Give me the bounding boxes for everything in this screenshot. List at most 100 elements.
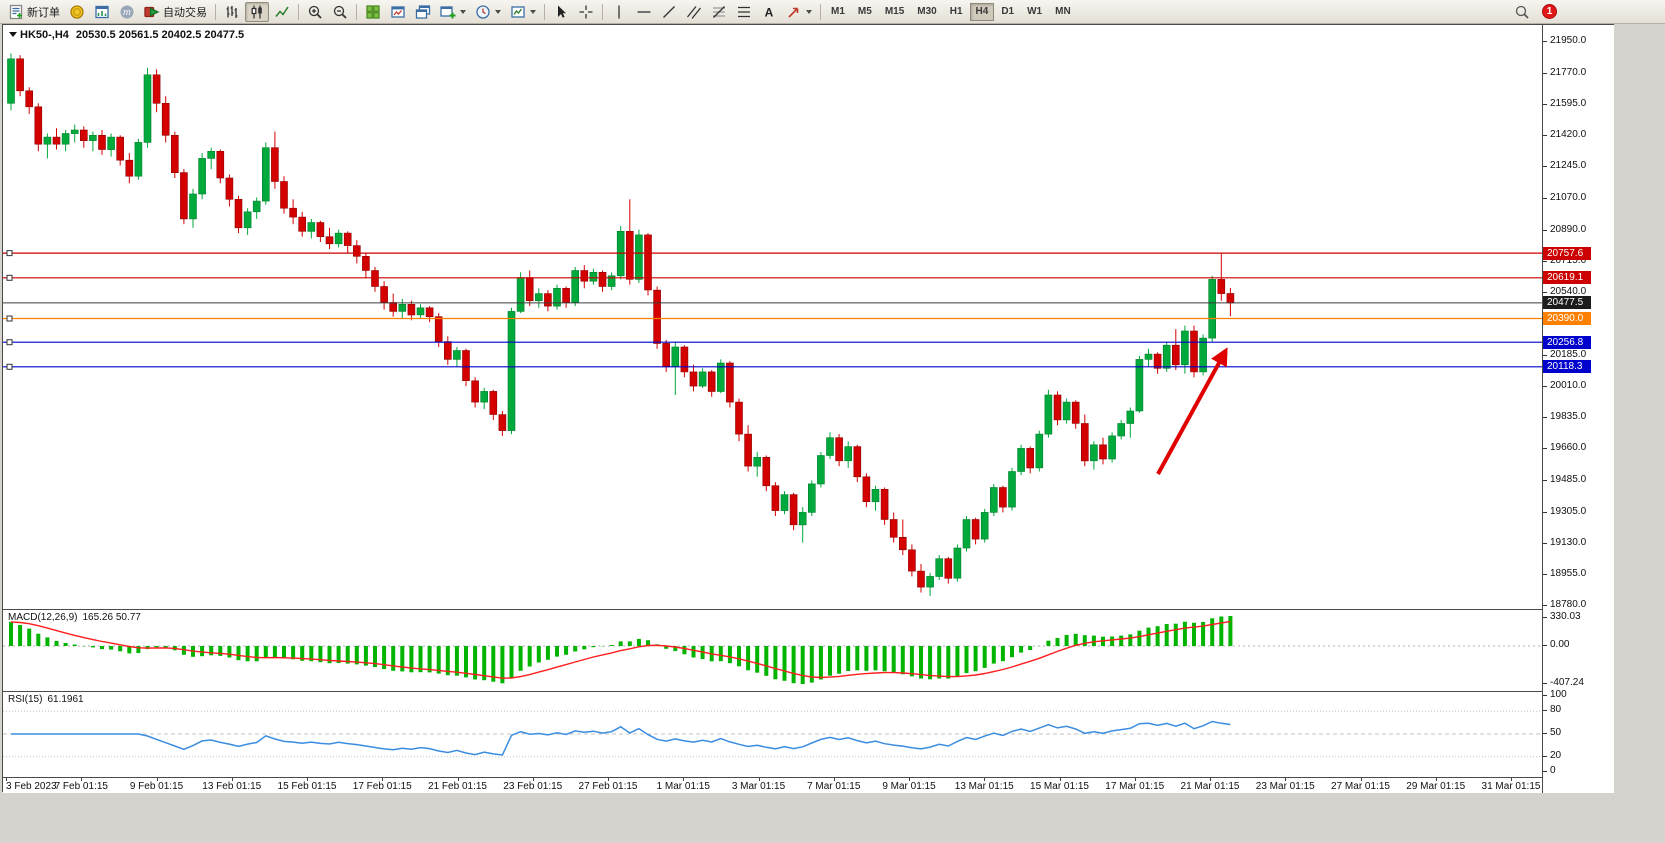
toolbar-buttons: 新订单 m 自动交易 A M1 M5 M15 M30 H1 H4 D1 W1 MN <box>4 1 1077 22</box>
toolbar-separator <box>820 3 821 20</box>
price-tick: 21245.0 <box>1542 160 1587 172</box>
timeframe-M1[interactable]: M1 <box>831 6 845 17</box>
main-chart-panel <box>3 25 1542 609</box>
timeframe-MN[interactable]: MN <box>1055 6 1071 17</box>
macd-canvas[interactable] <box>3 610 1542 692</box>
rsi-axis-tick: 100 <box>1543 689 1567 700</box>
symbol-dropdown-marker[interactable] <box>9 32 17 37</box>
toolbar-separator <box>356 3 357 20</box>
new-order-button[interactable]: 新订单 <box>4 2 64 22</box>
time-tick <box>81 778 83 781</box>
time-label: 15 Feb 01:15 <box>277 781 337 792</box>
bar-chart-button[interactable] <box>220 2 244 22</box>
template-icon <box>511 5 525 18</box>
cursor-button[interactable] <box>549 2 573 22</box>
macd-axis-tick: -407.24 <box>1543 677 1584 688</box>
line-handle[interactable] <box>6 339 13 346</box>
timeframe-M5[interactable]: M5 <box>857 6 872 17</box>
time-label: 31 Mar 01:15 <box>1481 781 1541 792</box>
line-chart-icon <box>275 6 289 17</box>
price-axis[interactable]: 21950.0 21770.0 21595.0 21420.0 21245.0 21070… <box>1542 25 1614 793</box>
templates-button[interactable] <box>506 2 540 22</box>
time-label: 13 Mar 01:15 <box>954 781 1014 792</box>
cascade-windows-button[interactable] <box>411 2 435 22</box>
line-handle[interactable] <box>6 274 13 281</box>
crosshair-button[interactable] <box>574 2 598 22</box>
metaquotes-button[interactable]: m <box>115 2 139 22</box>
trend-arrow[interactable] <box>1156 347 1228 475</box>
time-tick <box>758 778 760 781</box>
time-tick <box>231 778 233 781</box>
toolbar: 新订单 m 自动交易 A M1 M5 M15 M30 H1 H4 D1 W1 MN 1 <box>0 0 1665 24</box>
zoom-out-button[interactable] <box>328 2 352 22</box>
time-label: 27 Mar 01:15 <box>1331 781 1390 792</box>
new-order-button-label: 新订单 <box>27 6 60 19</box>
time-tick <box>1360 778 1362 781</box>
time-tick <box>984 778 986 781</box>
rsi-panel: RSI(15) 61.1961 <box>3 691 1542 777</box>
zoom-in-button[interactable] <box>303 2 327 22</box>
market-watch-button[interactable] <box>90 2 114 22</box>
price-tick: 18780.0 <box>1542 598 1587 610</box>
price-tick: 19660.0 <box>1542 442 1587 454</box>
levels-button[interactable] <box>732 2 756 22</box>
rsi-axis-tick: 50 <box>1542 727 1562 738</box>
time-tick <box>1435 778 1437 781</box>
channel-button[interactable] <box>682 2 706 22</box>
coin-button[interactable] <box>65 2 89 22</box>
time-tick <box>307 778 308 781</box>
period-button[interactable] <box>471 2 505 22</box>
price-tick: 20185.0 <box>1542 349 1587 360</box>
dropdown-caret-icon <box>495 9 501 14</box>
timeframe-H4[interactable]: H4 <box>969 2 995 21</box>
main-chart-canvas[interactable] <box>3 25 1542 609</box>
line-handle[interactable] <box>6 363 13 370</box>
toolbar-separator <box>602 3 603 20</box>
new-chart-button[interactable] <box>436 2 470 22</box>
price-tick: 20540.0 <box>1542 285 1587 297</box>
auto-trading-button[interactable]: 自动交易 <box>140 2 211 22</box>
rsi-canvas[interactable] <box>3 692 1542 778</box>
timeframe-H1[interactable]: H1 <box>949 6 963 17</box>
fibonacci-icon <box>713 5 725 18</box>
time-tick <box>1210 778 1211 781</box>
price-level-badge: 20619.1 <box>1543 271 1591 285</box>
market-watch-icon <box>95 5 109 18</box>
arrows-icon <box>788 7 799 18</box>
line-handle[interactable] <box>6 315 13 322</box>
arrange-windows-icon <box>391 5 405 18</box>
line-handle[interactable] <box>6 250 13 257</box>
arrows-button[interactable] <box>782 2 816 22</box>
timeframe-M15[interactable]: M15 <box>884 6 905 17</box>
tile-windows-icon <box>366 4 380 19</box>
time-axis[interactable]: 3 Feb 2023 7 Feb 01:15 9 Feb 01:15 13 Feb 0… <box>3 777 1542 793</box>
timeframe-M30[interactable]: M30 <box>917 6 937 17</box>
timeframe-W1[interactable]: W1 <box>1027 6 1043 17</box>
time-label: 9 Mar 01:15 <box>882 781 936 792</box>
macd-panel: MACD(12,26,9) 165.26 50.77 <box>3 609 1542 691</box>
candlestick-chart-button[interactable] <box>245 1 269 22</box>
fibonacci-button[interactable] <box>707 2 731 22</box>
trendline-button[interactable] <box>657 2 681 22</box>
candles-layer <box>7 53 1235 596</box>
price-tick: 21595.0 <box>1542 98 1587 110</box>
price-tick: 21420.0 <box>1542 129 1587 141</box>
chart-ohlc: 20530.5 20561.5 20402.5 20477.5 <box>75 29 245 41</box>
horizontal-line-button[interactable] <box>632 2 656 22</box>
rsi-axis-tick: 80 <box>1542 704 1562 716</box>
tile-windows-button[interactable] <box>361 2 385 22</box>
time-label: 23 Feb 01:15 <box>503 781 563 792</box>
zoom-in-icon <box>308 5 322 19</box>
arrange-windows-button[interactable] <box>386 2 410 22</box>
vertical-line-button[interactable] <box>607 2 631 22</box>
line-chart-button[interactable] <box>270 2 294 22</box>
time-tick <box>833 778 835 781</box>
time-label: 17 Feb 01:15 <box>352 781 412 792</box>
notification-badge[interactable]: 1 <box>1542 4 1557 19</box>
timeframe-D1[interactable]: D1 <box>1001 6 1015 17</box>
chart-window: HK50-,H4 20530.5 20561.5 20402.5 20477.5 … <box>2 24 1614 793</box>
search-icon[interactable] <box>1510 2 1534 22</box>
zoom-out-icon <box>333 5 347 19</box>
hline-icon <box>637 10 651 13</box>
text-button[interactable]: A <box>757 2 781 22</box>
